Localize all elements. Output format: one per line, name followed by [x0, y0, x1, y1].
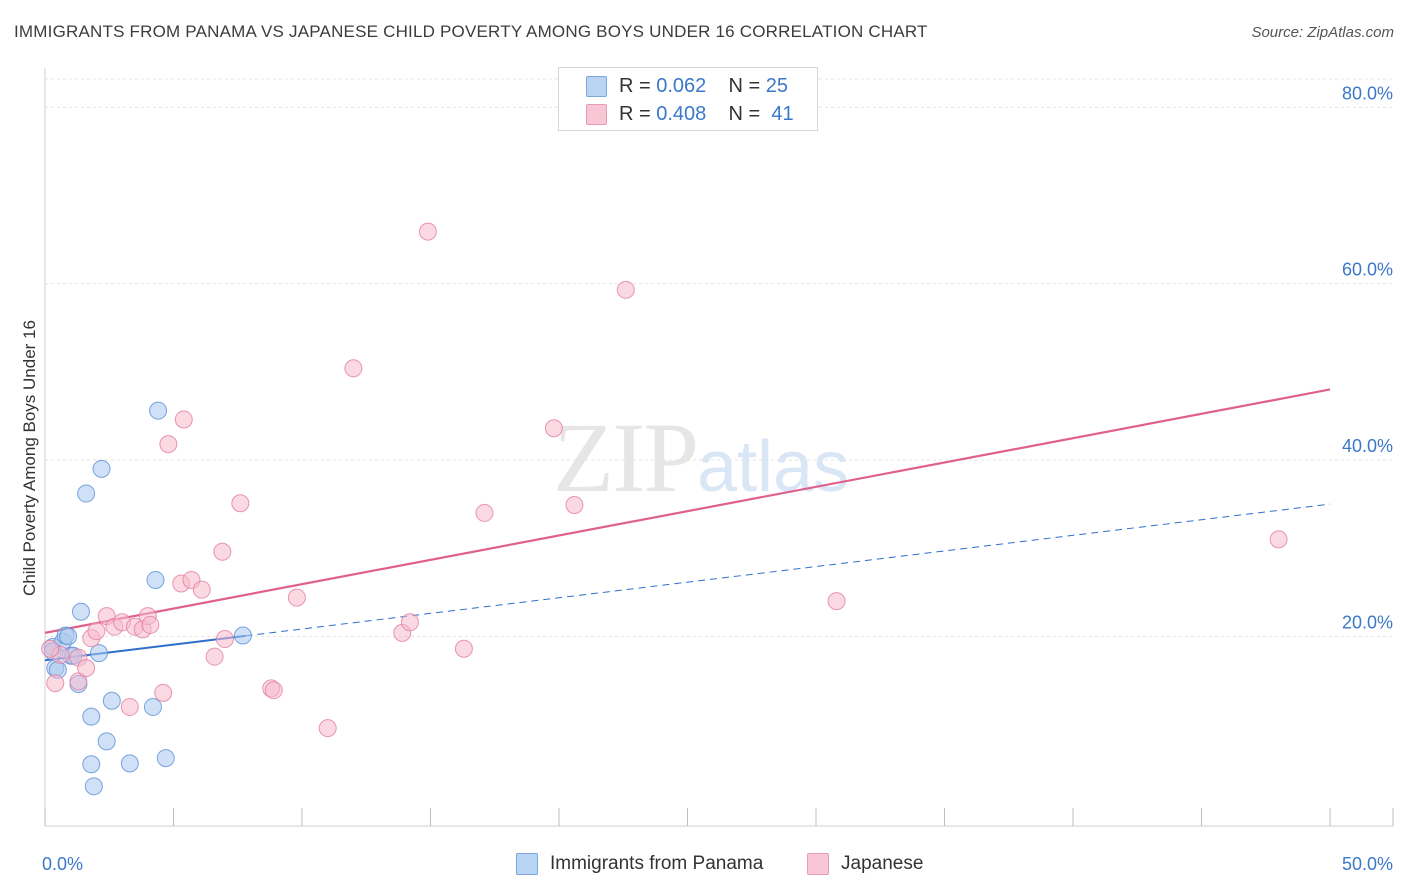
- axes: [44, 68, 1394, 827]
- japanese-point: [418, 222, 437, 241]
- legend-r-value: 0.408: [656, 102, 707, 125]
- tick-labels: 20.0% 40.0% 60.0% 80.0% 0.0% 50.0%: [42, 83, 1393, 874]
- panama-point: [82, 707, 101, 726]
- bottom-legend-label-japanese: Japanese: [841, 853, 924, 874]
- y-tick-label: 20.0%: [1342, 612, 1393, 632]
- japanese-point: [141, 615, 160, 634]
- japanese-point: [400, 613, 419, 632]
- bottom-legend-swatch-panama: [516, 853, 538, 875]
- japanese-point: [827, 592, 846, 611]
- panama-point: [71, 602, 90, 621]
- legend-r-label: R =: [619, 74, 651, 97]
- y-tick-label: 80.0%: [1342, 83, 1393, 103]
- bottom-legend-swatch-japanese: [807, 853, 829, 875]
- japanese-point: [318, 719, 337, 738]
- data-points: [41, 222, 1288, 796]
- japanese-point: [475, 503, 494, 522]
- japanese-point: [69, 672, 88, 691]
- panama-point: [120, 754, 139, 773]
- japanese-point: [287, 588, 306, 607]
- legend-n-value: 25: [765, 74, 789, 97]
- panama-trend-line-extension: [245, 503, 1331, 637]
- japanese-point: [231, 494, 250, 513]
- bottom-legend-label-panama: Immigrants from Panama: [550, 853, 764, 874]
- watermark-zip: ZIP: [553, 402, 699, 513]
- bottom-legend-panama: Immigrants from Panama: [516, 852, 763, 876]
- japanese-point: [174, 410, 193, 429]
- japanese-point: [205, 647, 224, 666]
- y-tick-label: 60.0%: [1342, 260, 1393, 280]
- japanese-point: [616, 280, 635, 299]
- japanese-point: [215, 630, 234, 649]
- source-credit: Source: ZipAtlas.com: [1251, 24, 1394, 41]
- japanese-point: [544, 419, 563, 438]
- grid-lines: [45, 78, 1393, 637]
- panama-point: [82, 755, 101, 774]
- chart-title: IMMIGRANTS FROM PANAMA VS JAPANESE CHILD…: [14, 22, 928, 41]
- legend-r-value: 0.062: [656, 74, 707, 97]
- panama-point: [84, 777, 103, 796]
- japanese-point: [41, 639, 60, 658]
- legend-n-label: N =: [728, 102, 761, 125]
- panama-point: [59, 627, 78, 646]
- japanese-point: [87, 622, 106, 641]
- japanese-point: [213, 542, 232, 561]
- legend-swatch-japanese: [586, 103, 607, 125]
- legend-swatch-panama: [586, 75, 607, 97]
- panama-point: [102, 691, 121, 710]
- watermark: ZIPatlas: [553, 400, 849, 515]
- japanese-point: [264, 681, 283, 700]
- correlation-legend: R = 0.062 N = 25 R = 0.408 N = 41: [558, 67, 818, 131]
- panama-point: [77, 484, 96, 503]
- japanese-point: [159, 435, 178, 454]
- japanese-point: [192, 580, 211, 599]
- legend-japanese-stats: R = 0.408 N = 41: [619, 103, 794, 126]
- trend-lines: [44, 388, 1331, 662]
- legend-r-label: R =: [619, 102, 651, 125]
- legend-n-value: 41: [771, 102, 794, 125]
- panama-point: [156, 749, 175, 768]
- japanese-point: [344, 359, 363, 378]
- japanese-point: [120, 697, 139, 716]
- panama-point: [89, 644, 108, 663]
- japanese-trend-line: [44, 388, 1331, 634]
- japanese-point: [46, 674, 65, 693]
- watermark-atlas: atlas: [697, 427, 850, 507]
- x-tick-label: 50.0%: [1342, 854, 1393, 874]
- panama-point: [149, 401, 168, 420]
- legend-n-label: N =: [728, 74, 761, 97]
- legend-panama-stats: R = 0.062 N = 25: [619, 75, 788, 98]
- japanese-point: [77, 659, 96, 678]
- panama-point: [233, 626, 252, 645]
- bottom-legend-japanese: Japanese: [807, 852, 923, 876]
- panama-point: [146, 570, 165, 589]
- panama-point: [97, 732, 116, 751]
- panama-point: [92, 459, 111, 478]
- japanese-point: [154, 683, 173, 702]
- japanese-point: [565, 495, 584, 514]
- japanese-point: [1269, 530, 1288, 549]
- japanese-point: [454, 639, 473, 658]
- panama-point: [143, 697, 162, 716]
- y-tick-label: 40.0%: [1342, 436, 1393, 456]
- x-tick-label: 0.0%: [42, 854, 83, 874]
